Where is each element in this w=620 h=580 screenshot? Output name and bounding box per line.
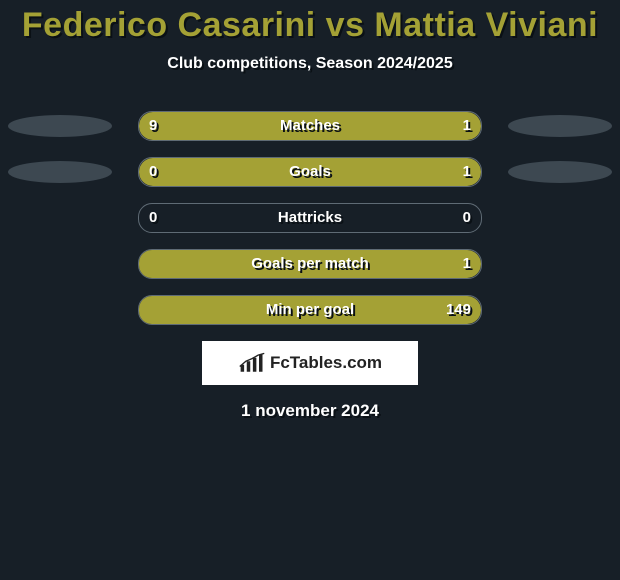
stat-rows: 91Matches01Goals00Hattricks1Goals per ma… [0,111,620,323]
stat-value-left [149,250,189,278]
subtitle: Club competitions, Season 2024/2025 [0,55,620,73]
stat-value-left: 0 [149,204,189,232]
player-right-avatar-placeholder [508,115,612,137]
stat-row: 0 0Hattricks [0,203,620,231]
logo-text: FcTables.com [270,353,382,373]
comparison-infographic: Federico Casarini vs Mattia Viviani Club… [0,0,620,580]
player-right-avatar-placeholder [508,161,612,183]
stat-row: 149Min per goal [0,295,620,323]
stat-value-left [149,296,189,324]
chart-icon [238,352,266,374]
stat-row: 91Matches [0,111,620,139]
stat-bar-track: 0 0Hattricks [138,203,482,233]
page-title: Federico Casarini vs Mattia Viviani [0,0,620,45]
stat-value-right: 149 [431,296,471,324]
stat-row: 1Goals per match [0,249,620,277]
stat-bar-track: 91Matches [138,111,482,141]
stat-value-right: 0 [431,204,471,232]
stat-bar-track: 1Goals per match [138,249,482,279]
stat-value-right: 1 [431,250,471,278]
player-left-avatar-placeholder [8,115,112,137]
stat-bar-track: 149Min per goal [138,295,482,325]
stat-value-left: 9 [149,112,189,140]
stat-value-right: 1 [431,158,471,186]
stat-bar-track: 01Goals [138,157,482,187]
player-left-avatar-placeholder [8,161,112,183]
stat-value-right: 1 [431,112,471,140]
logo-box: FcTables.com [202,341,418,385]
stat-bar-fill-right [139,296,481,324]
stat-label: Hattricks [139,204,481,232]
date-label: 1 november 2024 [0,401,620,421]
stat-row: 01Goals [0,157,620,185]
stat-bar-fill-right [139,250,481,278]
stat-value-left: 0 [149,158,189,186]
